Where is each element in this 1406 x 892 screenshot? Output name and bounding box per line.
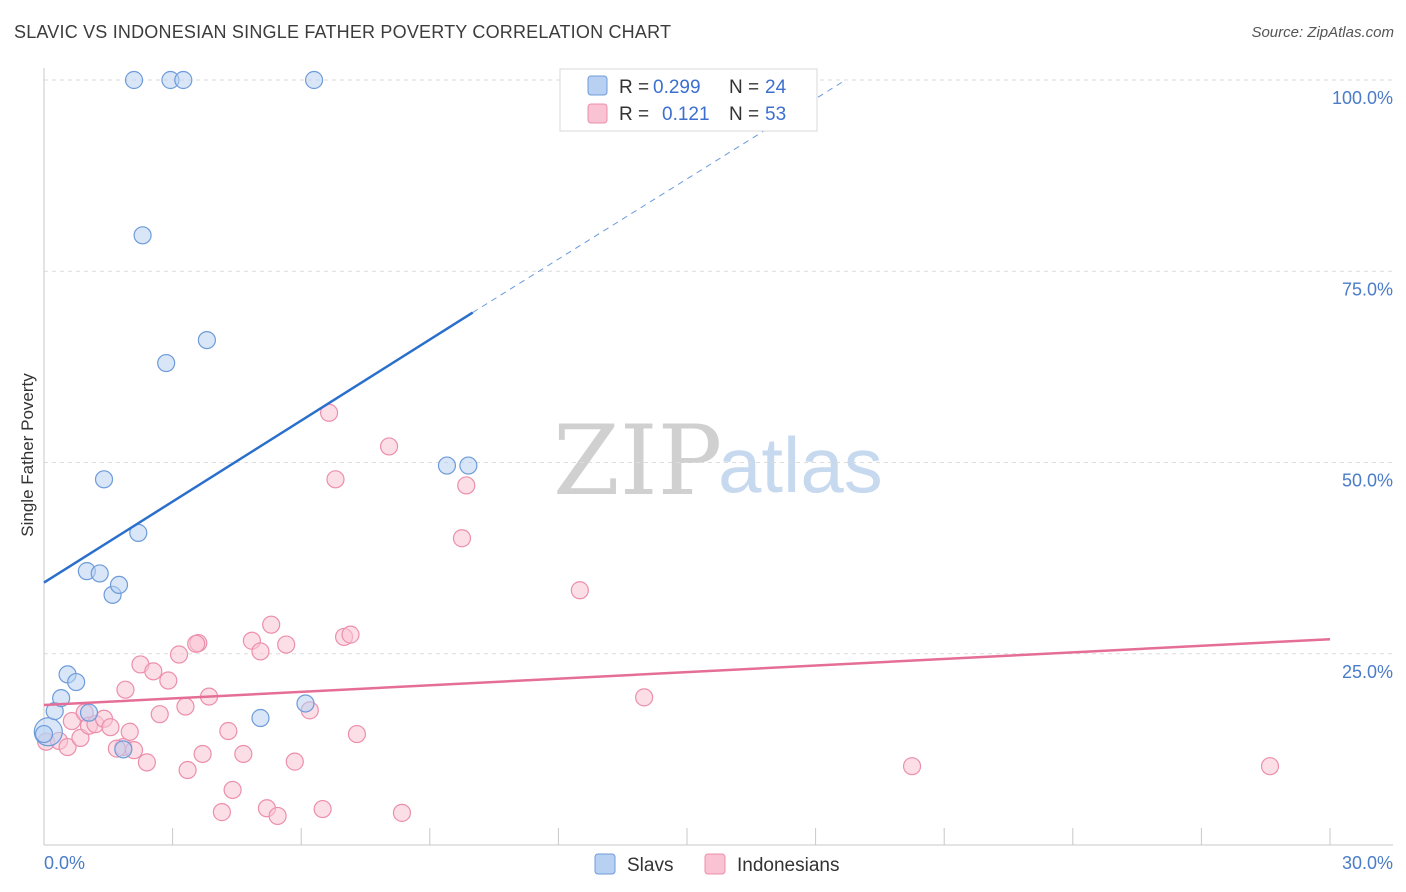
series-legend-indonesians-label: Indonesians	[737, 855, 839, 876]
slavs-point-22	[437, 456, 457, 475]
indonesians-point-46	[457, 476, 476, 495]
indonesians-point-35	[285, 752, 304, 771]
slavs-point-2	[52, 689, 71, 708]
indonesians-point-3	[62, 711, 81, 731]
indonesians-point-25	[212, 803, 231, 822]
slavs-point-12	[109, 575, 129, 595]
indonesians-point-15	[137, 753, 156, 772]
y-tick-label-100: 100.0%	[1332, 88, 1393, 108]
slavs-point-6	[114, 740, 133, 759]
series-legend-indonesians-swatch	[704, 853, 726, 875]
indonesians-point-16	[144, 662, 163, 681]
x-tick-label-min: 0.0%	[44, 853, 85, 873]
watermark-zip: ZIP	[553, 405, 722, 517]
indonesians-point-28	[234, 744, 253, 764]
y-axis-title: Single Father Poverty	[18, 373, 37, 537]
indonesians-point-2	[58, 737, 77, 757]
slavs-point-14	[94, 470, 114, 489]
watermark-atlas: atlas	[718, 421, 883, 509]
y-tick-label-50: 50.0%	[1342, 471, 1393, 491]
indonesians-point-49	[902, 757, 922, 776]
gridlines	[44, 79, 1393, 655]
indonesians-trend-line	[43, 637, 1331, 707]
slavs-point-8	[251, 708, 270, 728]
legend-slavs-r-value: 0.299	[653, 77, 701, 98]
slavs-point-4	[67, 672, 86, 692]
series-legend-slavs-label: Slavs	[627, 855, 673, 876]
y-tick-label-75: 75.0%	[1342, 279, 1393, 299]
indonesians-point-9	[101, 718, 120, 737]
slavs-point-5	[79, 703, 99, 722]
slavs-point-16	[197, 331, 216, 350]
legend-indonesians-r-label: R =	[619, 104, 649, 125]
slavs-point-20	[174, 70, 193, 90]
chart-title: SLAVIC VS INDONESIAN SINGLE FATHER POVER…	[14, 22, 672, 42]
series-legend-slavs-swatch	[594, 853, 616, 875]
indonesians-point-32	[262, 615, 281, 634]
indonesians-point-19	[169, 645, 189, 664]
legend-indonesians-swatch	[587, 103, 608, 124]
trend-lines	[43, 79, 1331, 707]
indonesians-point-42	[347, 724, 367, 744]
slavs-point-23	[459, 456, 478, 475]
legend-slavs-r-label: R =	[619, 77, 649, 98]
legend-slavs-swatch	[587, 75, 608, 96]
indonesians-point-43	[379, 437, 399, 456]
legend-indonesians-n-label: N =	[729, 104, 759, 125]
slavs-point-10	[90, 564, 109, 583]
indonesians-point-27	[223, 780, 242, 800]
legend-slavs-n-label: N =	[729, 77, 759, 98]
slavs-point-7	[296, 694, 315, 713]
indonesians-point-33	[268, 806, 287, 826]
y-tick-labels: 25.0% 50.0% 75.0% 100.0%	[1332, 88, 1393, 682]
indonesians-point-51	[187, 634, 206, 653]
legend-indonesians-r-value: 0.121	[662, 104, 710, 125]
indonesians-point-48	[635, 688, 654, 707]
indonesians-point-50	[1260, 757, 1280, 776]
correlation-legend: R = 0.299 N = 24 R = 0.121 N = 53	[559, 68, 818, 132]
indonesians-point-34	[277, 635, 296, 654]
legend-slavs-n-value: 24	[765, 77, 787, 98]
series-legend: Slavs Indonesians	[594, 853, 839, 876]
indonesians-point-26	[219, 721, 238, 741]
slavs-point-17	[133, 226, 152, 245]
indonesians-point-18	[159, 671, 178, 690]
indonesians-point-23	[193, 744, 212, 764]
y-tick-label-25: 25.0%	[1342, 662, 1393, 682]
indonesians-point-44	[392, 803, 412, 822]
indonesians-point-37	[313, 799, 332, 819]
slavs-trend-line	[43, 311, 474, 584]
indonesians-point-30	[251, 642, 270, 661]
indonesians-points	[37, 403, 1280, 826]
slavs-point-15	[157, 353, 176, 373]
source-credit: Source: ZipAtlas.com	[1251, 24, 1394, 41]
indonesians-point-41	[341, 625, 360, 644]
indonesians-point-12	[120, 722, 139, 741]
slavs-points	[33, 70, 478, 759]
indonesians-point-21	[178, 760, 197, 780]
indonesians-point-39	[326, 470, 345, 489]
indonesians-point-45	[452, 529, 472, 548]
indonesians-point-47	[570, 581, 589, 600]
indonesians-point-17	[150, 705, 169, 724]
slavs-point-21	[304, 70, 324, 90]
x-tick-label-max: 30.0%	[1342, 853, 1393, 873]
slavs-point-18	[124, 70, 144, 90]
x-tick-marks	[43, 828, 1331, 845]
indonesians-point-11	[116, 680, 135, 699]
slavs-point-0	[34, 724, 54, 744]
indonesians-point-20	[176, 697, 195, 716]
legend-indonesians-n-value: 53	[765, 104, 786, 125]
